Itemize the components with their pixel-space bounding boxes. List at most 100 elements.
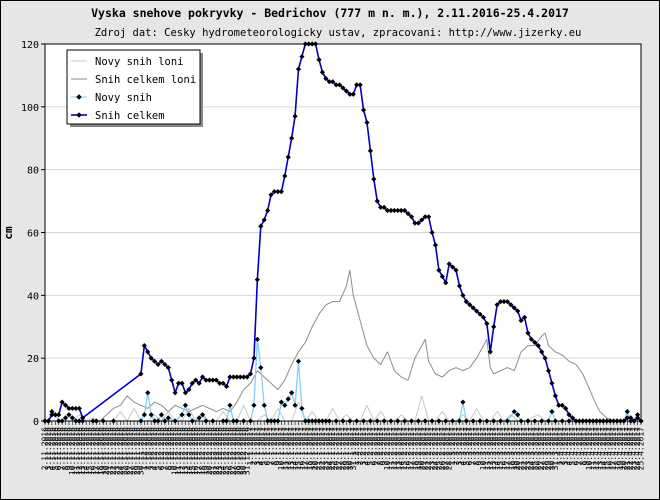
data-point <box>539 349 545 355</box>
legend-label: Novy snih <box>95 92 152 104</box>
x-tick-label: 14.1.2017 <box>291 427 300 471</box>
x-tick-label: 21.1.2017 <box>315 427 324 471</box>
x-tick-label: 3.2.2017 <box>359 427 368 466</box>
x-tick-label: 12.2.2017 <box>390 427 399 471</box>
x-tick-label: 28.1.2017 <box>339 427 348 471</box>
data-point <box>319 69 326 75</box>
data-point <box>552 393 558 399</box>
x-tick-label: 2.2.2017 <box>356 427 365 466</box>
plot-border <box>44 43 642 422</box>
x-tick-label: 31.12.2016 <box>243 427 252 475</box>
data-point <box>69 415 76 421</box>
data-point <box>535 343 541 349</box>
data-point <box>62 415 69 421</box>
data-point <box>634 415 641 421</box>
x-tick-label: 18.4.2017 <box>613 427 622 471</box>
x-tick-label: 2.1.2017 <box>249 427 258 466</box>
x-tick-label: 17.12.2016 <box>195 427 204 475</box>
x-tick-label: 23.4.2017 <box>630 427 639 471</box>
data-point <box>347 91 353 97</box>
data-point <box>76 405 82 412</box>
x-tick-label: 2.12.2016 <box>143 427 152 471</box>
x-tick-label: 10.11.2016 <box>68 427 77 475</box>
x-tick-label: 24.11.2016 <box>116 427 125 475</box>
data-point <box>473 308 480 314</box>
data-point <box>66 412 72 418</box>
data-point <box>285 396 291 402</box>
data-point <box>487 349 493 355</box>
x-tick-label: 13.12.2016 <box>181 427 190 475</box>
data-point <box>175 380 182 386</box>
x-tick-label: 19.2.2017 <box>414 427 423 471</box>
data-point <box>172 390 178 396</box>
data-point <box>525 330 531 336</box>
x-tick-label: 29.3.2017 <box>544 427 553 471</box>
data-point <box>278 189 284 195</box>
x-tick-label: 1.12.2016 <box>140 427 149 471</box>
x-tick-label: 15.1.2017 <box>294 427 303 471</box>
data-point <box>563 405 569 412</box>
x-tick-label: 29.12.2016 <box>236 427 245 475</box>
x-tick-label: 15.12.2016 <box>188 427 197 475</box>
data-point <box>422 214 428 220</box>
x-tick-label: 17.4.2017 <box>609 427 618 471</box>
data-point <box>196 380 202 386</box>
data-point <box>624 415 630 421</box>
data-point <box>258 223 264 229</box>
data-point <box>69 405 76 412</box>
data-point <box>169 377 175 383</box>
x-tick-label: 16.12.2016 <box>191 427 200 475</box>
x-tick-label: 3.4.2017 <box>561 427 570 466</box>
data-point <box>566 412 572 418</box>
x-tick-label: 21.3.2017 <box>517 427 526 471</box>
data-point <box>323 75 329 82</box>
x-tick-label: 12.11.2016 <box>75 427 84 475</box>
x-tick-label: 5.11.2016 <box>51 427 60 471</box>
data-point <box>340 85 346 91</box>
x-tick-label: 6.2.2017 <box>369 427 378 466</box>
data-point <box>378 204 384 210</box>
data-point <box>460 399 466 405</box>
data-point <box>158 412 165 418</box>
x-tick-label: 23.1.2017 <box>321 427 330 471</box>
data-point <box>237 374 243 380</box>
data-point <box>182 402 189 408</box>
x-axis: 2.11.20163.11.20164.11.20165.11.20166.11… <box>41 421 646 475</box>
x-tick-label: 26.1.2017 <box>332 427 341 471</box>
x-tick-label: 3.1.2017 <box>253 427 262 466</box>
data-point <box>186 386 192 393</box>
data-point <box>80 415 86 421</box>
data-point <box>152 358 158 364</box>
data-point <box>450 264 456 270</box>
data-point <box>569 415 576 421</box>
x-tick-label: 14.3.2017 <box>493 427 502 471</box>
y-tick-label: 120 <box>21 40 39 51</box>
x-tick-label: 16.11.2016 <box>88 427 97 475</box>
y-tick-label: 0 <box>33 417 39 428</box>
x-tick-label: 13.4.2017 <box>595 427 604 471</box>
x-tick-label: 14.4.2017 <box>599 427 608 471</box>
data-point <box>456 283 463 289</box>
data-point <box>223 383 230 390</box>
data-point <box>443 280 449 286</box>
x-tick-label: 21.11.2016 <box>106 427 115 475</box>
x-tick-label: 6.11.2016 <box>54 427 63 471</box>
x-tick-label: 30.3.2017 <box>547 427 556 471</box>
series-3 <box>42 41 644 424</box>
x-tick-label: 5.1.2017 <box>260 427 269 466</box>
data-point <box>213 377 219 383</box>
x-tick-label: 25.4.2017 <box>637 427 646 471</box>
x-tick-label: 1.1.2017 <box>246 427 255 466</box>
data-point <box>289 390 295 396</box>
data-point <box>265 207 271 214</box>
x-tick-label: 16.3.2017 <box>499 427 508 471</box>
x-tick-label: 13.2.2017 <box>393 427 402 471</box>
x-tick-label: 23.3.2017 <box>523 427 532 471</box>
x-tick-label: 30.12.2016 <box>239 427 248 475</box>
x-tick-label: 31.1.2017 <box>349 427 358 471</box>
data-point <box>165 415 171 421</box>
data-point <box>158 358 165 364</box>
data-point <box>193 377 199 383</box>
data-point <box>186 412 192 418</box>
x-tick-label: 19.12.2016 <box>201 427 210 475</box>
